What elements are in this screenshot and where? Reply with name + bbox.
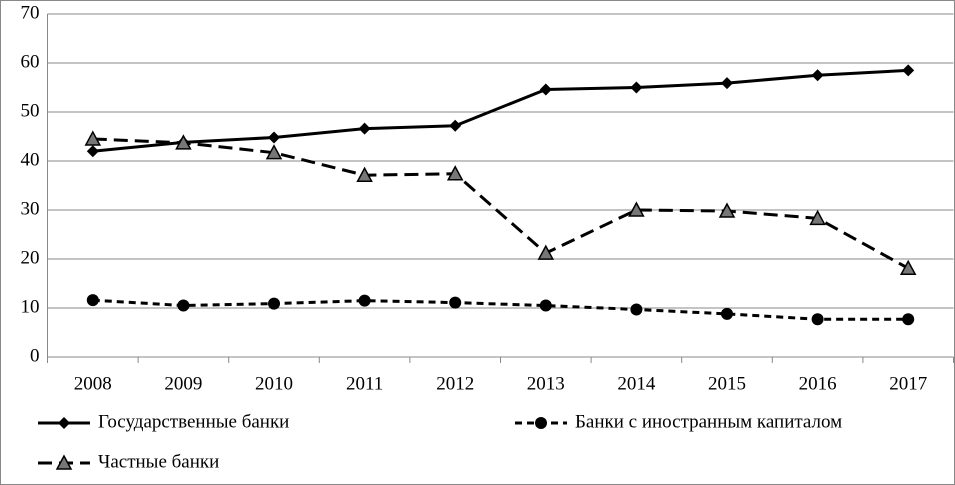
x-tick-label: 2016 [799,373,837,394]
marker [86,145,99,158]
marker [175,134,192,150]
y-tick-label: 10 [21,296,40,317]
x-tick-label: 2017 [889,373,927,394]
series-line [92,298,909,321]
x-tick-label: 2009 [164,373,202,394]
marker [811,313,824,326]
marker [537,244,555,260]
series-line [92,68,909,153]
legend-label: Государственные банки [98,411,289,432]
marker [86,294,99,307]
x-tick-label: 2014 [617,373,656,394]
marker [811,69,824,82]
y-tick-label: 40 [21,149,40,170]
marker [358,294,371,307]
x-tick-label: 2013 [527,373,565,394]
marker [535,417,547,429]
marker [628,201,645,217]
marker [902,313,915,326]
y-tick-label: 0 [30,345,40,366]
marker [718,202,736,218]
marker [902,64,915,77]
marker [356,166,373,182]
series-line [92,137,909,270]
marker [177,299,190,312]
x-tick-label: 2015 [708,373,746,394]
marker [268,297,280,310]
marker [899,259,917,276]
legend-label: Банки с иностранным капиталом [575,411,842,432]
y-tick-label: 70 [21,2,40,23]
x-tick-label: 2011 [346,373,383,394]
x-tick-label: 2010 [255,373,293,394]
y-tick-label: 50 [21,100,40,121]
marker [630,303,643,316]
marker [446,165,464,181]
marker [539,83,552,96]
legend-label: Частные банки [98,451,219,472]
marker [84,130,102,146]
marker [449,296,462,309]
y-tick-label: 60 [21,51,40,72]
marker [809,209,826,226]
marker [721,77,733,90]
marker [449,119,462,132]
marker [358,122,371,135]
y-tick-label: 20 [21,247,40,268]
marker [268,131,280,144]
x-tick-label: 2012 [436,373,474,394]
marker [539,299,552,312]
x-tick-label: 2008 [74,373,112,394]
marker [630,81,643,94]
marker [58,417,70,429]
marker [265,144,283,160]
y-tick-label: 30 [21,198,40,219]
marker [55,454,73,470]
marker [721,307,733,320]
